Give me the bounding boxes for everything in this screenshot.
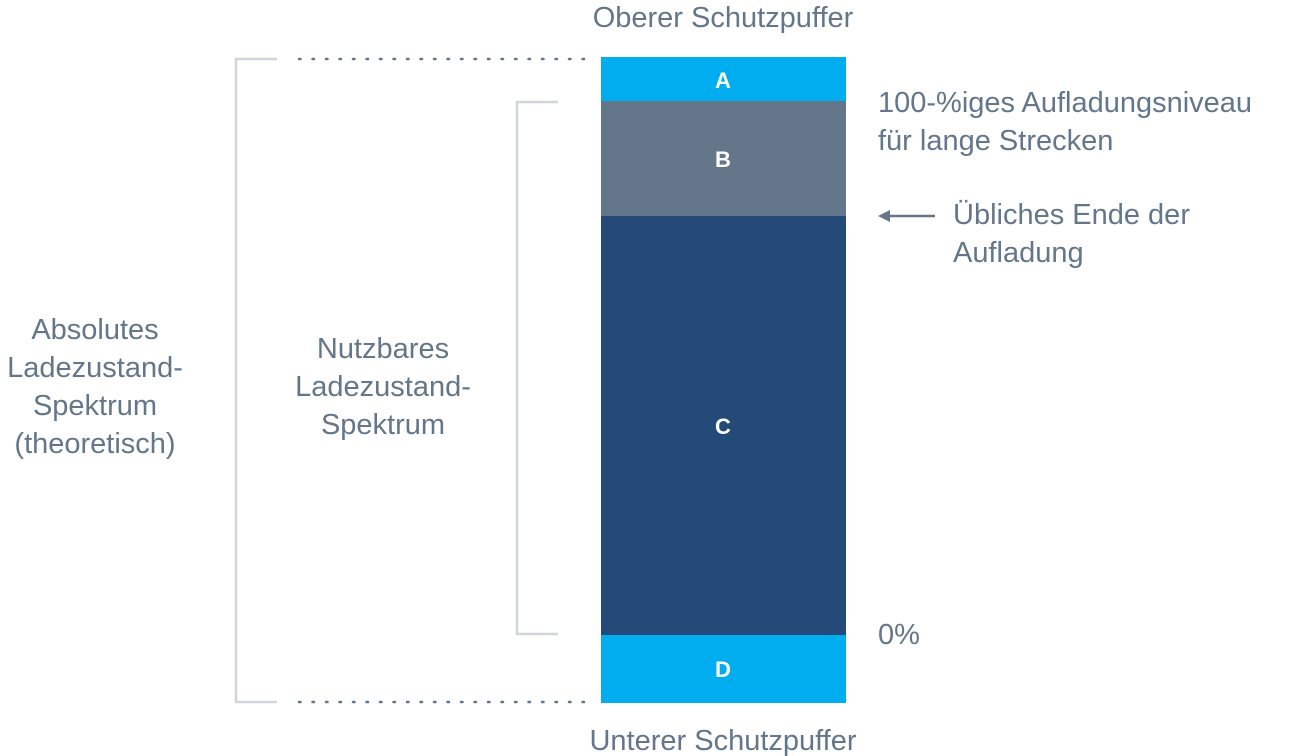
segment-d-label: D [715,657,731,682]
arrow-left-icon [878,210,890,222]
absolute-label-1: Absolutes [31,314,158,346]
usual-end-label-2: Aufladung [953,237,1084,269]
segment-a-label: A [715,68,731,93]
zero-percent-label: 0% [878,619,920,651]
absolute-range-bracket [234,57,277,704]
full-charge-label-2: für lange Strecken [878,125,1113,157]
usable-label-2: Ladezustand- [295,371,471,403]
top-buffer-label: Oberer Schutzpuffer [593,2,854,34]
segment-c-label: C [715,414,731,439]
usable-range-bracket [515,100,558,636]
usable-label-3: Spektrum [321,409,445,441]
segment-d-lower-buffer [601,635,846,703]
absolute-label-4: (theoretisch) [14,428,175,460]
usual-end-label-1: Übliches Ende der [953,199,1190,231]
absolute-label-3: Spektrum [33,390,157,422]
segment-b-reserve [601,101,846,216]
segment-a-upper-buffer [601,57,846,101]
bottom-buffer-label: Unterer Schutzpuffer [589,725,856,756]
absolute-label-2: Ladezustand- [7,352,183,384]
usable-label-1: Nutzbares [317,333,449,365]
full-charge-label-1: 100-%iges Aufladungsniveau [878,87,1252,119]
segment-b-label: B [715,147,731,172]
segment-c-usable [601,216,846,635]
